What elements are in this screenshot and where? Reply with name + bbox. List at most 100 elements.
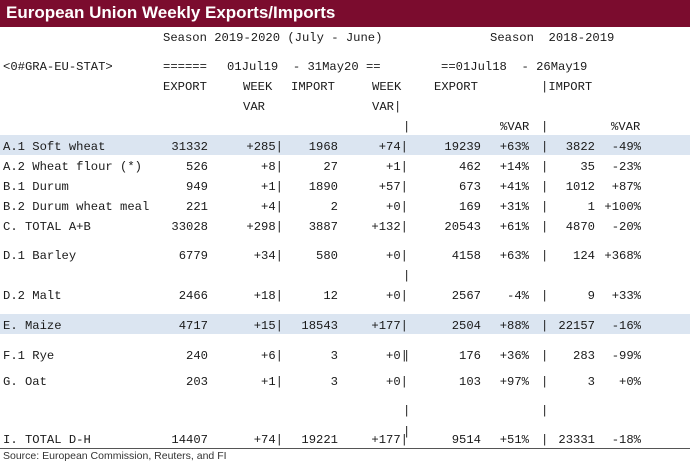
export-pct-var: +41% [500,180,529,194]
season-current: Season 2019-2020 (July - June) [163,31,382,45]
row-label: B.2 Durum wheat meal [3,200,149,214]
header-bar-2: | [541,120,548,134]
import-value: 1890 [309,180,338,194]
export-value: 31332 [171,140,208,154]
import-value: 2 [331,200,338,214]
season-prior: Season 2018-2019 [490,31,614,45]
import-pct-var: -20% [612,220,641,234]
row-label: D.1 Barley [3,249,76,263]
export-week-var: +74| [254,433,283,447]
import-pct-var: -18% [612,433,641,447]
export-value: 949 [186,180,208,194]
import-pct-var: -99% [612,349,641,363]
export-pct-var: +61% [500,220,529,234]
export-week-var: +298| [246,220,283,234]
spacer-bar: | [541,404,548,418]
export-prior-value: 9514 [452,433,481,447]
export-week-var: +285| [246,140,283,154]
import-value: 1968 [309,140,338,154]
header-pvar-export: %VAR [500,120,529,134]
import-week-var: +74| [379,140,408,154]
column-bar: | [541,349,548,363]
import-week-var: +57| [379,180,408,194]
export-value: 4717 [179,319,208,333]
row-label: F.1 Rye [3,349,54,363]
export-prior-value: 176 [459,349,481,363]
export-prior-value: 673 [459,180,481,194]
export-pct-var: +97% [500,375,529,389]
import-prior-value: 3822 [566,140,595,154]
export-prior-value: 103 [459,375,481,389]
import-pct-var: +0% [619,375,641,389]
import-value: 3887 [309,220,338,234]
spacer-bar: | [403,269,410,283]
source-note: Source: European Commission, Reuters, an… [3,450,227,462]
export-value: 203 [186,375,208,389]
export-week-var: +6| [261,349,283,363]
export-value: 2466 [179,289,208,303]
import-week-var: +1| [386,160,408,174]
import-prior-value: 3 [588,375,595,389]
row-label: A.1 Soft wheat [3,140,105,154]
export-prior-value: 169 [459,200,481,214]
import-pct-var: -49% [612,140,641,154]
import-week-var: +0| [386,289,408,303]
import-pct-var: +368% [604,249,641,263]
export-week-var: +4| [261,200,283,214]
row-label: B.1 Durum [3,180,69,194]
export-week-var: +34| [254,249,283,263]
row-label: D.2 Malt [3,289,62,303]
header-var: VAR [243,100,265,114]
export-value: 14407 [171,433,208,447]
row-label: G. Oat [3,375,47,389]
export-value: 221 [186,200,208,214]
export-pct-var: -4% [507,289,529,303]
header-var-2: VAR| [372,100,401,114]
header-export: EXPORT [163,80,207,94]
row-label: A.2 Wheat flour (*) [3,160,142,174]
import-value: 3 [331,349,338,363]
column-bar: | [541,140,548,154]
header-week: WEEK [243,80,272,94]
header-import: IMPORT [291,80,335,94]
row-label: C. TOTAL A+B [3,220,91,234]
header-pvar-import: %VAR [611,120,640,134]
spacer-bar: | [403,425,410,439]
import-value: 18543 [301,319,338,333]
export-week-var: +18| [254,289,283,303]
export-pct-var: +36% [500,349,529,363]
import-pct-var: +100% [604,200,641,214]
export-value: 6779 [179,249,208,263]
import-week-var: +0| [386,375,408,389]
export-value: 240 [186,349,208,363]
import-pct-var: -23% [612,160,641,174]
export-pct-var: +88% [500,319,529,333]
export-pct-var: +63% [500,140,529,154]
export-prior-value: 4158 [452,249,481,263]
date-range-prior: ==01Jul18 - 26May19 [441,60,587,74]
import-value: 580 [316,249,338,263]
export-prior-value: 20543 [444,220,481,234]
column-bar: | [541,289,548,303]
date-range-current: 01Jul19 - 31May20 == [227,60,381,74]
export-prior-value: 2504 [452,319,481,333]
export-value: 33028 [171,220,208,234]
import-prior-value: 23331 [558,433,595,447]
column-bar: | [541,319,548,333]
export-week-var: +8| [261,160,283,174]
header-week-2: WEEK [372,80,401,94]
export-pct-var: +63% [500,249,529,263]
import-prior-value: 9 [588,289,595,303]
import-prior-value: 1012 [566,180,595,194]
export-week-var: +15| [254,319,283,333]
export-prior-value: 19239 [444,140,481,154]
import-pct-var: +87% [612,180,641,194]
import-week-var: +0| [386,249,408,263]
export-prior-value: 2567 [452,289,481,303]
import-prior-value: 22157 [558,319,595,333]
page-title: European Union Weekly Exports/Imports [6,3,335,23]
column-bar: | [541,200,548,214]
import-value: 27 [323,160,338,174]
column-bar: | [541,180,548,194]
export-week-var: +1| [261,180,283,194]
